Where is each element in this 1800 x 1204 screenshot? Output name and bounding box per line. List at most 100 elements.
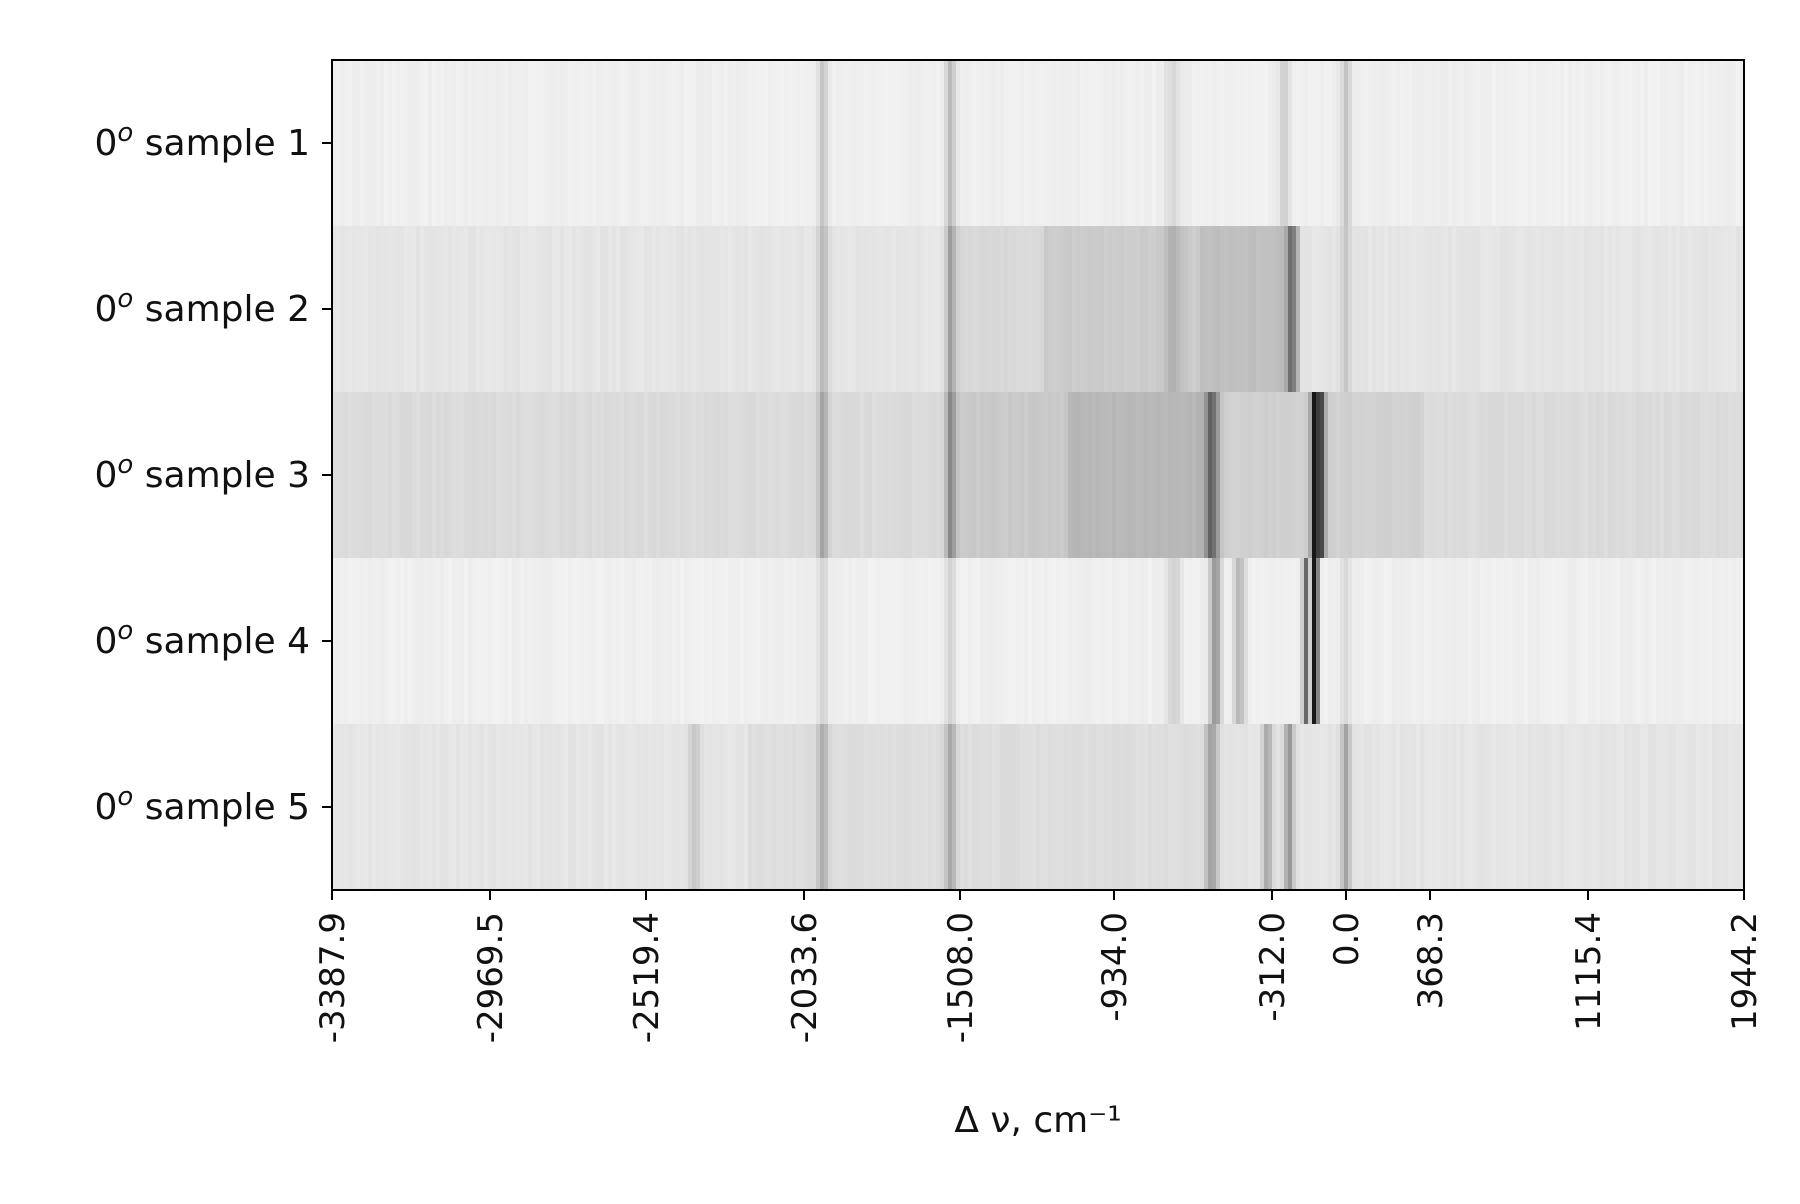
heatmap-cell xyxy=(1520,226,1525,392)
heatmap-cell xyxy=(1192,558,1197,724)
heatmap-cell xyxy=(1652,724,1657,890)
heatmap-cell xyxy=(592,724,597,890)
heatmap-cell xyxy=(1572,724,1577,890)
heatmap-cell xyxy=(1572,392,1577,558)
heatmap-cell xyxy=(1588,724,1593,890)
heatmap-cell xyxy=(768,724,773,890)
heatmap-cell xyxy=(1592,60,1597,226)
heatmap-cell xyxy=(844,60,849,226)
heatmap-cell xyxy=(928,226,933,392)
heatmap-cell xyxy=(1316,558,1321,724)
heatmap-cell xyxy=(744,392,749,558)
heatmap-cell xyxy=(1684,226,1689,392)
heatmap-cell xyxy=(1476,558,1481,724)
heatmap-cell xyxy=(1020,60,1025,226)
heatmap-cell xyxy=(1644,392,1649,558)
heatmap-cell xyxy=(500,724,505,890)
heatmap-cell xyxy=(1192,60,1197,226)
heatmap-cell xyxy=(1148,60,1153,226)
heatmap-cell xyxy=(972,392,977,558)
heatmap-cell xyxy=(1680,558,1685,724)
heatmap-cell xyxy=(368,724,373,890)
heatmap-cell xyxy=(1392,724,1397,890)
heatmap-cell xyxy=(1196,558,1201,724)
heatmap-cell xyxy=(660,226,665,392)
heatmap-cell xyxy=(708,558,713,724)
heatmap-cell xyxy=(948,226,953,392)
heatmap-cell xyxy=(1564,60,1569,226)
heatmap-cell xyxy=(356,724,361,890)
heatmap-cell xyxy=(1524,60,1529,226)
heatmap-cell xyxy=(1080,226,1085,392)
heatmap-cell xyxy=(1172,558,1177,724)
heatmap-row-1 xyxy=(332,60,1745,226)
heatmap-cell xyxy=(1036,226,1041,392)
y-tick-label: 0o sample 2 xyxy=(94,284,310,330)
heatmap-cell xyxy=(1124,392,1129,558)
heatmap-cell xyxy=(1692,60,1697,226)
heatmap-cell xyxy=(648,724,653,890)
heatmap-cell xyxy=(860,558,865,724)
heatmap-cell xyxy=(1148,392,1153,558)
heatmap-cell xyxy=(1004,558,1009,724)
heatmap-cell xyxy=(1272,392,1277,558)
heatmap-cell xyxy=(1724,60,1729,226)
heatmap-cell xyxy=(480,60,485,226)
heatmap-cell xyxy=(1456,558,1461,724)
heatmap-cell xyxy=(464,724,469,890)
heatmap-cell xyxy=(800,724,805,890)
heatmap-cell xyxy=(1140,226,1145,392)
heatmap-cell xyxy=(540,558,545,724)
heatmap-cell xyxy=(1116,226,1121,392)
heatmap-cell xyxy=(576,724,581,890)
heatmap-cell xyxy=(684,226,689,392)
heatmap-cell xyxy=(1060,60,1065,226)
heatmap-cell xyxy=(592,558,597,724)
heatmap-cell xyxy=(944,226,949,392)
heatmap-cell xyxy=(1244,226,1249,392)
heatmap-cell xyxy=(1024,724,1029,890)
heatmap-cell xyxy=(1344,392,1349,558)
heatmap-cell xyxy=(1612,392,1617,558)
heatmap-cell xyxy=(884,60,889,226)
heatmap-cell xyxy=(1208,226,1213,392)
heatmap-cell xyxy=(1052,226,1057,392)
heatmap-cell xyxy=(1208,392,1213,558)
heatmap-cell xyxy=(1132,226,1137,392)
heatmap-cell xyxy=(1512,558,1517,724)
heatmap-cell xyxy=(464,558,469,724)
heatmap-cell xyxy=(1708,60,1713,226)
heatmap-cell xyxy=(608,226,613,392)
heatmap-cell xyxy=(844,558,849,724)
heatmap-cell xyxy=(904,392,909,558)
heatmap-cell xyxy=(420,392,425,558)
heatmap-cell xyxy=(1012,392,1017,558)
heatmap-cell xyxy=(1244,558,1249,724)
heatmap-cell xyxy=(932,724,937,890)
heatmap-cell xyxy=(1120,392,1125,558)
heatmap-cell xyxy=(1292,60,1297,226)
heatmap-cell xyxy=(620,558,625,724)
heatmap-cell xyxy=(1456,724,1461,890)
heatmap-cell xyxy=(856,60,861,226)
heatmap-cell xyxy=(568,392,573,558)
heatmap-cell xyxy=(1556,226,1561,392)
heatmap-cell xyxy=(936,392,941,558)
heatmap-cell xyxy=(1292,392,1297,558)
heatmap-cell xyxy=(1388,558,1393,724)
heatmap-cell xyxy=(584,558,589,724)
heatmap-cell xyxy=(1364,226,1369,392)
heatmap-cell xyxy=(960,392,965,558)
heatmap-cell xyxy=(628,226,633,392)
heatmap-cell xyxy=(1156,60,1161,226)
heatmap-cell xyxy=(1680,60,1685,226)
heatmap-cell xyxy=(748,60,753,226)
heatmap-cell xyxy=(452,392,457,558)
heatmap-cell xyxy=(376,226,381,392)
heatmap-cell xyxy=(1396,724,1401,890)
heatmap-cell xyxy=(504,392,509,558)
heatmap-cell xyxy=(980,724,985,890)
heatmap-cell xyxy=(1056,724,1061,890)
heatmap-cell xyxy=(1092,558,1097,724)
heatmap-cell xyxy=(940,226,945,392)
